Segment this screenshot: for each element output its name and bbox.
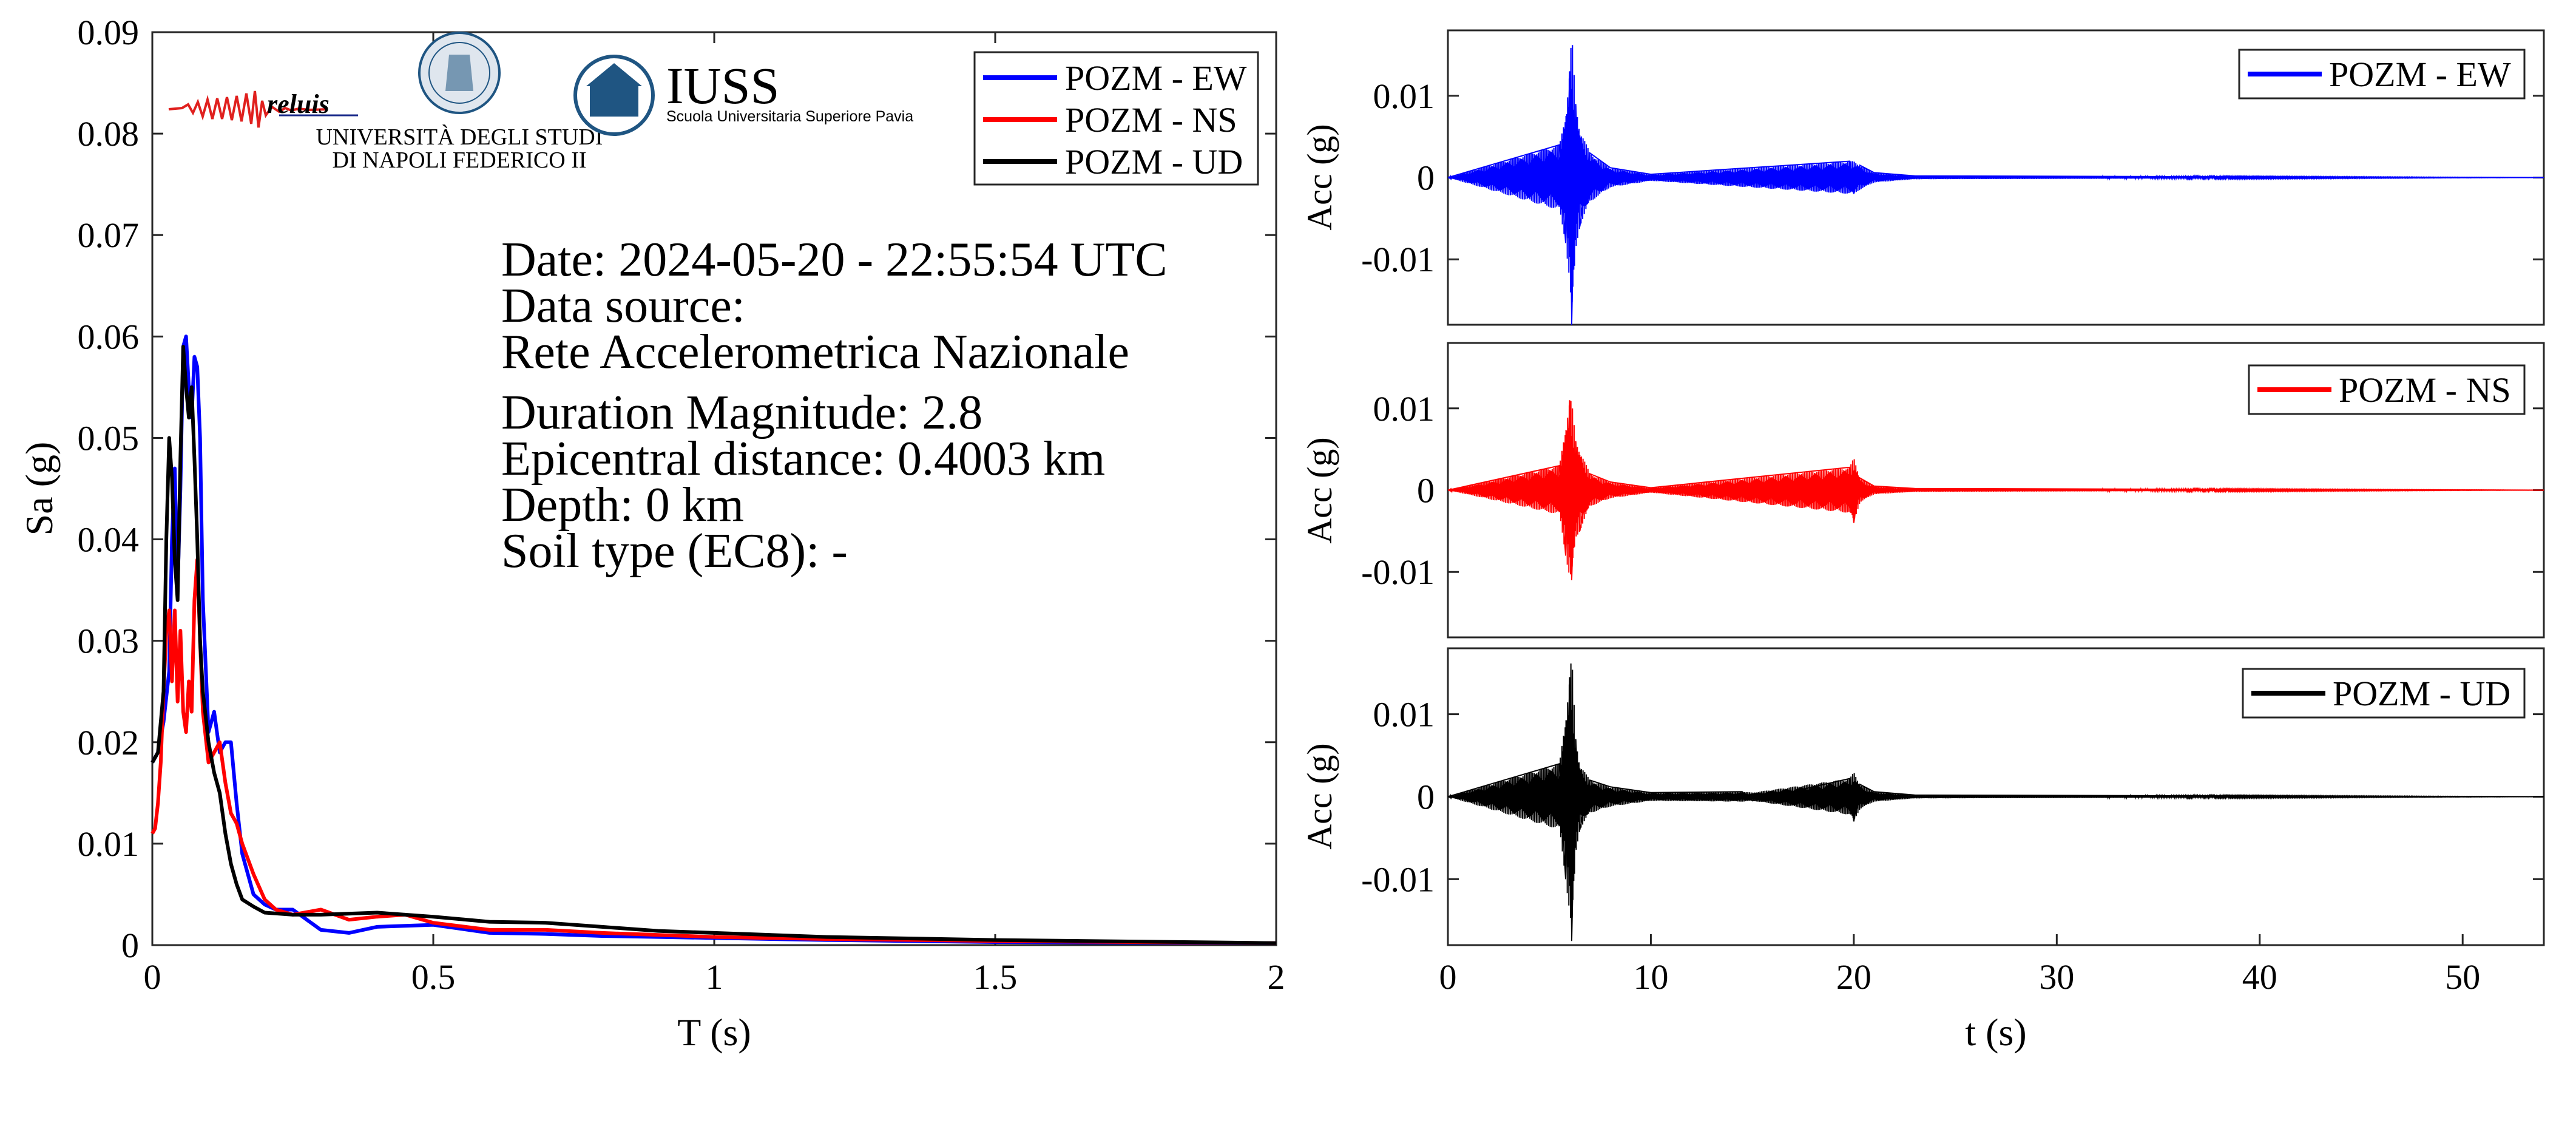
epicentral-distance: Epicentral distance: 0.4003 km xyxy=(501,432,1105,486)
ud-x-tick-label: 0 xyxy=(1439,957,1457,997)
spectrum-y-axis-label: Sa (g) xyxy=(18,442,61,536)
ud-y-axis-label: Acc (g) xyxy=(1300,743,1339,850)
spectrum-y-tick-label: 0.06 xyxy=(78,317,140,356)
ew-y-ticks: 0.01 0 -0.01 xyxy=(1361,76,2544,279)
event-date: Date: 2024-05-20 - 22:55:54 UTC xyxy=(501,233,1168,287)
ud-x-tick-label: 40 xyxy=(2242,957,2277,997)
spectrum-series-line-ud xyxy=(150,345,1277,945)
spectrum-y-tick-label: 0.07 xyxy=(78,215,140,255)
spectrum-x-tick-label: 2 xyxy=(1268,957,1285,997)
ud-y-tick-label: -0.01 xyxy=(1361,860,1435,899)
ns-y-tick-label: 0.01 xyxy=(1373,389,1435,429)
iuss-subtitle: Scuola Universitaria Superiore Pavia xyxy=(666,108,913,125)
ud-x-ticks: 0 10 20 30 40 50 xyxy=(1439,934,2480,997)
unina-seal-inner-ring xyxy=(428,42,490,104)
reluis-seismogram-graphic xyxy=(168,90,328,128)
spectrum-y-ticks: 0 0.01 0.02 0.03 0.04 0.05 0.06 0.07 0.08 0.09 xyxy=(78,13,1276,965)
legend-label-ud: POZM - UD xyxy=(1065,142,1243,181)
ew-acceleration-oscillation xyxy=(1447,45,2544,302)
iuss-title: IUSS xyxy=(666,56,779,115)
ud-acceleration-oscillation xyxy=(1447,663,2544,918)
spectrum-y-tick-label: 0 xyxy=(121,926,139,965)
ns-legend-label: POZM - NS xyxy=(2339,370,2511,410)
ud-y-ticks: 0.01 0 -0.01 xyxy=(1361,695,2544,899)
ew-y-axis-label: Acc (g) xyxy=(1300,124,1339,231)
unina-logo: UNIVERSITÀ DEGLI STUDI DI NAPOLI FEDERIC… xyxy=(316,32,603,173)
iuss-emblem-roof xyxy=(586,63,642,86)
spectrum-x-axis-label: T (s) xyxy=(677,1011,751,1054)
ud-x-tick-label: 30 xyxy=(2039,957,2074,997)
ew-legend-label: POZM - EW xyxy=(2329,55,2511,94)
ud-y-tick-label: 0.01 xyxy=(1373,695,1435,734)
spectrum-y-tick-label: 0.03 xyxy=(78,622,140,661)
ew-acceleration-line xyxy=(1447,45,2544,325)
unina-name-line1: UNIVERSITÀ DEGLI STUDI xyxy=(316,124,603,150)
ud-x-tick-label: 50 xyxy=(2445,957,2480,997)
accelerogram-ew-panel: 0.01 0 -0.01 Acc (g) POZM - EW xyxy=(1300,29,2545,326)
spectrum-y-tick-label: 0.08 xyxy=(78,114,140,154)
unina-seal-figure xyxy=(445,55,473,91)
spectrum-y-tick-label: 0.02 xyxy=(78,723,140,762)
data-source-label: Data source: xyxy=(501,279,745,333)
ud-legend: POZM - UD xyxy=(2242,668,2526,719)
spectrum-x-tick-label: 0.5 xyxy=(411,957,456,997)
spectrum-x-ticks: 0 0.5 1 1.5 2 xyxy=(144,32,1285,997)
soil-type: Soil type (EC8): - xyxy=(501,524,848,578)
ns-acceleration-line xyxy=(1447,400,2544,580)
ns-y-axis-label: Acc (g) xyxy=(1300,437,1339,544)
ns-acceleration-oscillation xyxy=(1447,401,2544,575)
accelerogram-ns-panel: 0.01 0 -0.01 Acc (g) POZM - NS xyxy=(1300,342,2545,639)
event-info: Date: 2024-05-20 - 22:55:54 UTC Data sou… xyxy=(501,233,1168,578)
ns-y-tick-label: 0 xyxy=(1417,471,1435,510)
spectrum-y-tick-label: 0.01 xyxy=(78,824,140,864)
ud-x-tick-label: 10 xyxy=(1633,957,1668,997)
duration-magnitude: Duration Magnitude: 2.8 xyxy=(501,386,982,439)
spectrum-y-tick-label: 0.04 xyxy=(78,520,140,560)
data-source-value: Rete Accelerometrica Nazionale xyxy=(501,325,1129,379)
event-depth: Depth: 0 km xyxy=(501,478,744,532)
spectrum-y-tick-label: 0.09 xyxy=(78,13,140,52)
ew-y-tick-label: 0.01 xyxy=(1373,76,1435,116)
ud-x-tick-label: 20 xyxy=(1836,957,1871,997)
ew-legend: POZM - EW xyxy=(2238,49,2526,100)
spectrum-series-lines xyxy=(150,334,1277,945)
legend-label-ns: POZM - NS xyxy=(1065,100,1237,140)
accelerogram-ud-panel: 0.01 0 -0.01 0 10 20 30 40 50 Acc (g) t (s) POZ… xyxy=(1300,647,2545,1054)
ns-legend: POZM - NS xyxy=(2248,364,2526,415)
iuss-logo: IUSS Scuola Universitaria Superiore Pavi… xyxy=(573,55,913,136)
ud-y-tick-label: 0 xyxy=(1417,778,1435,817)
spectrum-x-tick-label: 1.5 xyxy=(973,957,1018,997)
legend-label-ew: POZM - EW xyxy=(1065,58,1247,98)
reluis-wordmark: reluis xyxy=(267,89,330,119)
spectrum-legend: POZM - EW POZM - NS POZM - UD xyxy=(973,51,1259,186)
spectrum-series-line-ns xyxy=(150,558,1277,945)
spectrum-x-tick-label: 0 xyxy=(144,957,161,997)
ew-y-tick-label: -0.01 xyxy=(1361,240,1435,279)
ew-y-tick-label: 0 xyxy=(1417,158,1435,198)
spectrum-x-tick-label: 1 xyxy=(706,957,723,997)
iuss-emblem-building xyxy=(590,86,638,117)
reluis-logo: reluis xyxy=(168,89,358,128)
ns-y-tick-label: -0.01 xyxy=(1361,552,1435,592)
time-x-axis-label: t (s) xyxy=(1965,1011,2026,1054)
ud-acceleration-line xyxy=(1447,663,2544,941)
unina-name-line2: DI NAPOLI FEDERICO II xyxy=(332,148,586,173)
ud-legend-label: POZM - UD xyxy=(2333,674,2510,713)
spectrum-y-tick-label: 0.05 xyxy=(78,418,140,458)
